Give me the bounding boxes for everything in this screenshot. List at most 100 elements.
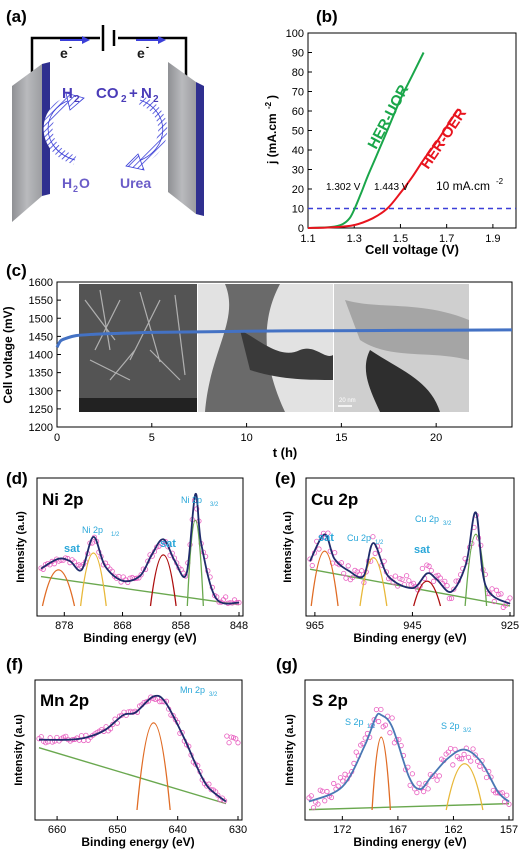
data-point — [442, 578, 448, 584]
data-point — [309, 562, 315, 569]
panel-g-label: (g) — [276, 655, 298, 674]
data-point — [483, 774, 490, 781]
data-point — [456, 756, 463, 762]
tick-label-b-x: 1.7 — [439, 233, 454, 245]
component-peak-d — [41, 569, 76, 607]
urea-label: Urea — [120, 175, 151, 191]
electron-arrow-left: e - — [60, 36, 90, 61]
data-point — [170, 713, 176, 719]
data-point — [51, 561, 57, 567]
peak-g-s2p32: S 2p 3/2 — [441, 721, 472, 734]
series-her-uor — [307, 52, 425, 229]
baseline-f — [38, 747, 227, 805]
data-point — [430, 578, 437, 584]
anode-electrode — [168, 62, 196, 214]
tick-label-c-y: 1250 — [29, 404, 53, 416]
label-her-oer: HER-OER — [417, 105, 470, 172]
panel-f-title: Mn 2p — [40, 691, 89, 710]
fit-envelope-d — [40, 493, 240, 605]
data-point — [325, 530, 331, 536]
svg-text:2: 2 — [74, 94, 80, 105]
data-point — [85, 737, 91, 743]
axis-b-xlabel: Cell voltage (V) — [365, 242, 459, 257]
panel-c-label: (c) — [6, 261, 27, 280]
tick-label-g-x: 162 — [444, 824, 462, 836]
panel-e: (e) Cu 2p 965 945 925 sat Cu 2p 1/2 sat Cu … — [275, 469, 519, 645]
tick-label-f-x: 640 — [169, 824, 187, 836]
tick-label-b-y: 0 — [298, 223, 304, 235]
component-peak-g — [445, 763, 484, 811]
chart-e-frame — [305, 477, 515, 617]
axis-d-ylabel: Intensity (a.u) — [15, 511, 27, 583]
baseline-g — [308, 802, 510, 811]
data-point — [373, 706, 380, 713]
svg-text:): ) — [265, 95, 279, 99]
data-point — [419, 565, 425, 572]
data-point — [194, 506, 200, 512]
data-point — [496, 591, 502, 598]
peak-g-s2p12: S 2p 1/2 — [345, 717, 376, 730]
label-her-uor: HER-UOR — [365, 82, 413, 152]
data-point — [215, 792, 221, 798]
data-point — [465, 754, 472, 760]
panel-b: (b) 0 10 20 30 40 50 60 70 80 90 100 1.1 1.3 1.5 1.7 1… — [264, 7, 517, 257]
tick-label-c-y: 1400 — [29, 350, 53, 362]
tick-label-b-y: 20 — [292, 184, 304, 196]
component-peak-g — [371, 736, 392, 811]
tick-label-b-y: 10 — [292, 204, 304, 216]
data-point — [316, 546, 322, 552]
fit-envelope-f — [38, 694, 227, 803]
tick-label-b-x: 1.1 — [300, 233, 315, 245]
tick-label-c-x: 10 — [240, 432, 252, 444]
peak-f-mn2p32: Mn 2p 3/2 — [180, 685, 218, 698]
data-point — [143, 699, 149, 705]
panel-f-label: (f) — [6, 655, 23, 674]
svg-text:Ni 2p: Ni 2p — [82, 525, 103, 535]
panel-a-label: (a) — [6, 7, 27, 26]
component-peak-d — [79, 552, 107, 607]
svg-text:e: e — [60, 45, 68, 61]
data-point — [421, 788, 427, 795]
data-point — [307, 556, 313, 562]
svg-text:1/2: 1/2 — [111, 532, 120, 538]
cycle-arrow-right — [134, 95, 168, 167]
data-point — [340, 778, 346, 784]
data-point — [345, 563, 351, 569]
data-point — [489, 586, 495, 592]
data-point — [343, 575, 349, 581]
chart-f-frame — [34, 679, 243, 821]
svg-text:3/2: 3/2 — [209, 692, 218, 698]
data-point — [224, 733, 230, 739]
data-point — [223, 594, 229, 600]
tick-label-b-y: 90 — [292, 48, 304, 60]
panel-g: (g) S 2p 172 167 162 157 S 2p 1/2 S 2p 3/2 In… — [276, 655, 518, 849]
data-point — [434, 777, 440, 783]
data-point — [459, 756, 465, 762]
panel-g-title: S 2p — [312, 691, 348, 710]
tick-label-c-x: 5 — [149, 432, 155, 444]
svg-text:2: 2 — [153, 94, 159, 105]
tick-label-f-x: 630 — [229, 824, 247, 836]
component-peak-e — [413, 580, 442, 607]
data-point — [451, 586, 457, 592]
data-point — [134, 575, 140, 581]
data-point — [404, 573, 410, 579]
data-point — [310, 805, 317, 811]
data-point — [450, 762, 456, 768]
data-point — [499, 790, 505, 796]
peak-e-cu2p12: Cu 2p 1/2 — [347, 533, 384, 546]
annotation-1443: 1.443 V — [374, 182, 409, 193]
data-point — [392, 573, 398, 579]
data-point — [125, 579, 131, 586]
svg-text:O: O — [79, 175, 90, 191]
cathode-electrode — [12, 64, 42, 222]
data-point — [78, 733, 85, 739]
data-point — [425, 786, 431, 792]
data-point — [342, 771, 348, 777]
tick-label-f-x: 650 — [108, 824, 126, 836]
tick-label-b-y: 100 — [286, 28, 304, 40]
chart-b-frame — [307, 32, 517, 229]
tick-label-c-y: 1350 — [29, 368, 53, 380]
tick-label-b-y: 70 — [292, 87, 304, 99]
data-point — [501, 799, 508, 805]
